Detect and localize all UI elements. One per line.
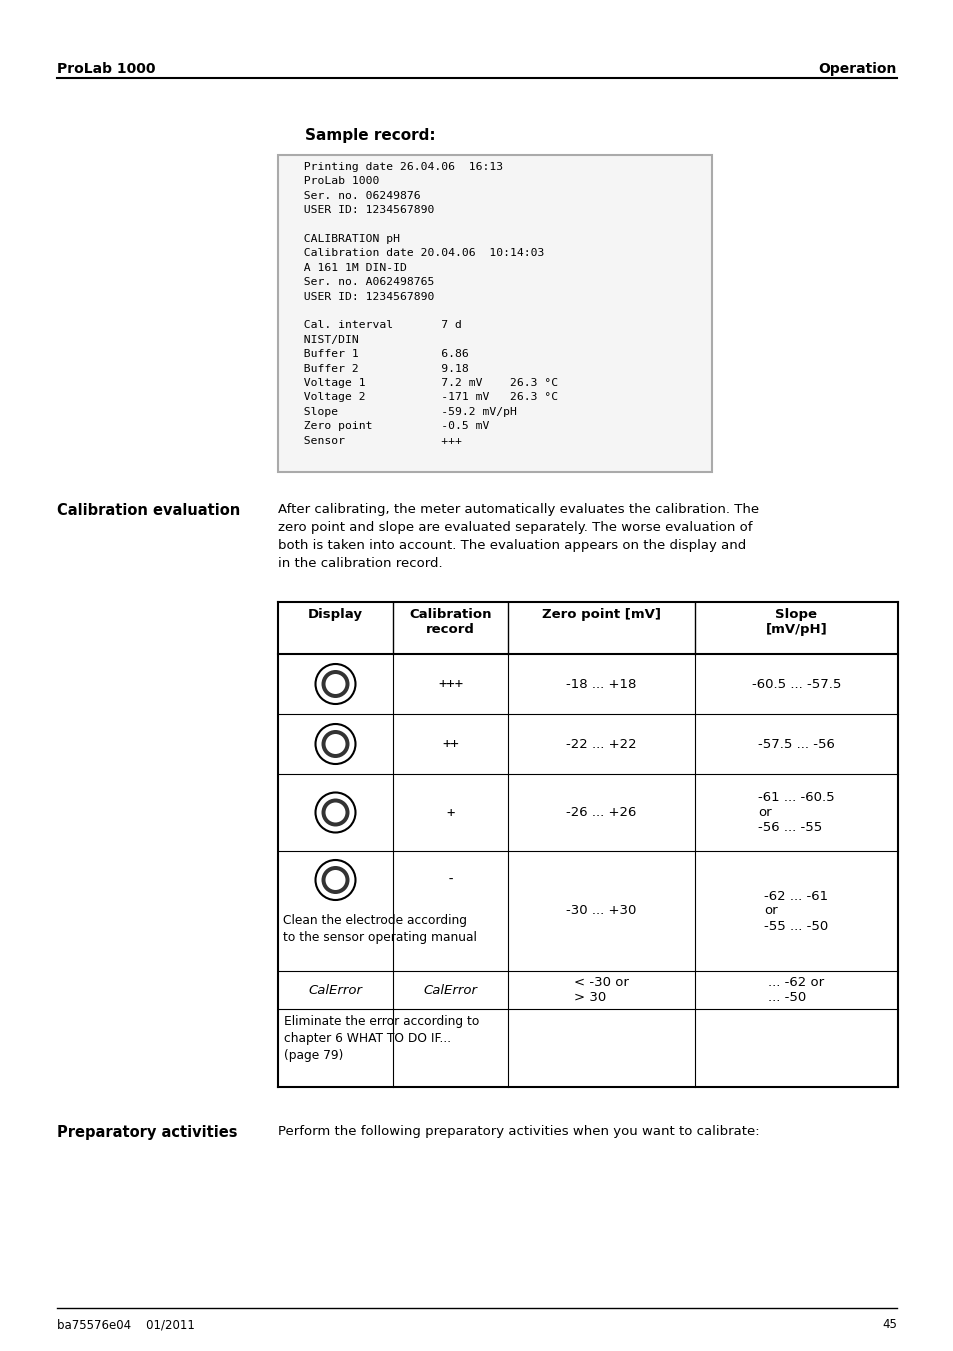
Text: Clean the electrode according
to the sensor operating manual: Clean the electrode according to the sen…: [283, 915, 476, 944]
Text: -60.5 ... -57.5: -60.5 ... -57.5: [751, 677, 841, 690]
Text: CalError: CalError: [423, 984, 477, 997]
Text: -61 ... -60.5
or
-56 ... -55: -61 ... -60.5 or -56 ... -55: [758, 790, 834, 834]
Text: Eliminate the error according to
chapter 6 WHAT TO DO IF...
(page 79): Eliminate the error according to chapter…: [284, 1015, 478, 1062]
Circle shape: [325, 802, 345, 823]
Text: +++: +++: [437, 677, 462, 690]
Text: Slope
[mV/pH]: Slope [mV/pH]: [765, 608, 826, 636]
Circle shape: [321, 730, 349, 758]
Text: After calibrating, the meter automatically evaluates the calibration. The
zero p: After calibrating, the meter automatical…: [277, 503, 759, 570]
Text: < -30 or
> 30: < -30 or > 30: [574, 975, 628, 1004]
Circle shape: [321, 866, 349, 894]
Text: ... -62 or
... -50: ... -62 or ... -50: [767, 975, 823, 1004]
Circle shape: [321, 670, 349, 698]
Text: Operation: Operation: [818, 62, 896, 76]
Text: -: -: [446, 873, 455, 888]
Text: ba75576e04    01/2011: ba75576e04 01/2011: [57, 1319, 194, 1331]
Text: CalError: CalError: [308, 984, 362, 997]
Text: -62 ... -61
or
-55 ... -50: -62 ... -61 or -55 ... -50: [763, 889, 828, 932]
Text: Preparatory activities: Preparatory activities: [57, 1125, 237, 1140]
Circle shape: [325, 870, 345, 890]
Text: Printing date 26.04.06  16:13
  ProLab 1000
  Ser. no. 06249876
  USER ID: 12345: Printing date 26.04.06 16:13 ProLab 1000…: [290, 162, 558, 446]
Bar: [277, 155, 711, 471]
Circle shape: [321, 798, 349, 827]
Text: Calibration evaluation: Calibration evaluation: [57, 503, 240, 517]
Text: ++: ++: [441, 738, 458, 751]
Circle shape: [325, 674, 345, 694]
Text: -26 ... +26: -26 ... +26: [566, 807, 636, 819]
Text: -30 ... +30: -30 ... +30: [566, 905, 636, 917]
Text: -22 ... +22: -22 ... +22: [565, 738, 637, 751]
Text: ProLab 1000: ProLab 1000: [57, 62, 155, 76]
Text: Display: Display: [308, 608, 363, 621]
Text: Sample record:: Sample record:: [305, 128, 436, 143]
Text: -57.5 ... -56: -57.5 ... -56: [758, 738, 834, 751]
Text: Perform the following preparatory activities when you want to calibrate:: Perform the following preparatory activi…: [277, 1125, 759, 1138]
Circle shape: [325, 734, 345, 754]
Text: +: +: [446, 805, 455, 820]
Text: Calibration
record: Calibration record: [409, 608, 491, 636]
Text: 45: 45: [882, 1319, 896, 1331]
Text: -18 ... +18: -18 ... +18: [566, 677, 636, 690]
Text: Zero point [mV]: Zero point [mV]: [541, 608, 660, 621]
